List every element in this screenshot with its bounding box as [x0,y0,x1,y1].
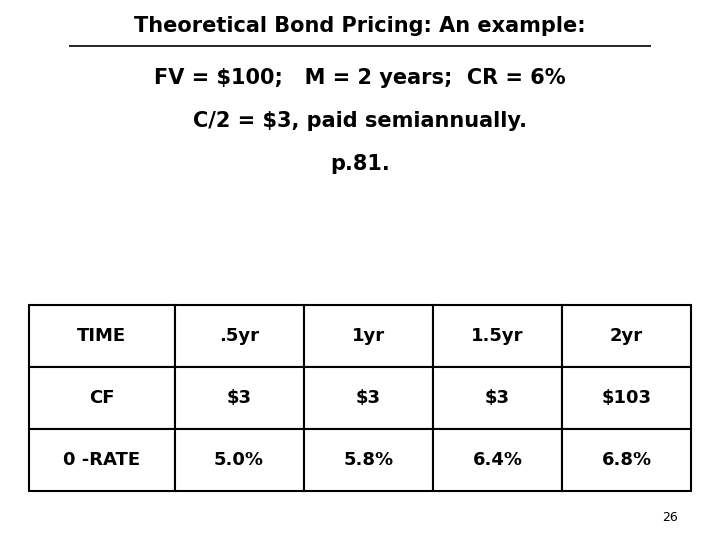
Bar [562,367,691,429]
Text: 1yr: 1yr [351,327,385,345]
Bar [174,367,304,429]
Text: 1.5yr: 1.5yr [471,327,523,345]
Text: p.81.: p.81. [330,154,390,174]
Text: $103: $103 [602,389,652,407]
Text: Theoretical Bond Pricing: An example:: Theoretical Bond Pricing: An example: [134,16,586,36]
Text: 6.4%: 6.4% [472,451,523,469]
Text: FV = $100;   M = 2 years;  CR = 6%: FV = $100; M = 2 years; CR = 6% [154,68,566,87]
Text: $3: $3 [356,389,381,407]
Text: 2yr: 2yr [610,327,643,345]
Text: $3: $3 [227,389,251,407]
Text: 5.0%: 5.0% [214,451,264,469]
Text: 6.8%: 6.8% [601,451,652,469]
Text: CF: CF [89,389,114,407]
Bar [29,429,174,491]
Bar [174,305,304,367]
Text: C/2 = $3, paid semiannually.: C/2 = $3, paid semiannually. [193,111,527,131]
Text: 26: 26 [662,511,678,524]
Bar [562,429,691,491]
Bar [433,429,562,491]
Text: 5.8%: 5.8% [343,451,393,469]
Bar [29,367,174,429]
Text: .5yr: .5yr [219,327,259,345]
Bar [174,429,304,491]
Bar [433,367,562,429]
Bar [304,305,433,367]
Bar [562,305,691,367]
Text: 0 -RATE: 0 -RATE [63,451,140,469]
Bar [304,429,433,491]
Text: TIME: TIME [77,327,126,345]
Bar [433,305,562,367]
Bar [304,367,433,429]
Text: $3: $3 [485,389,510,407]
Bar [29,305,174,367]
